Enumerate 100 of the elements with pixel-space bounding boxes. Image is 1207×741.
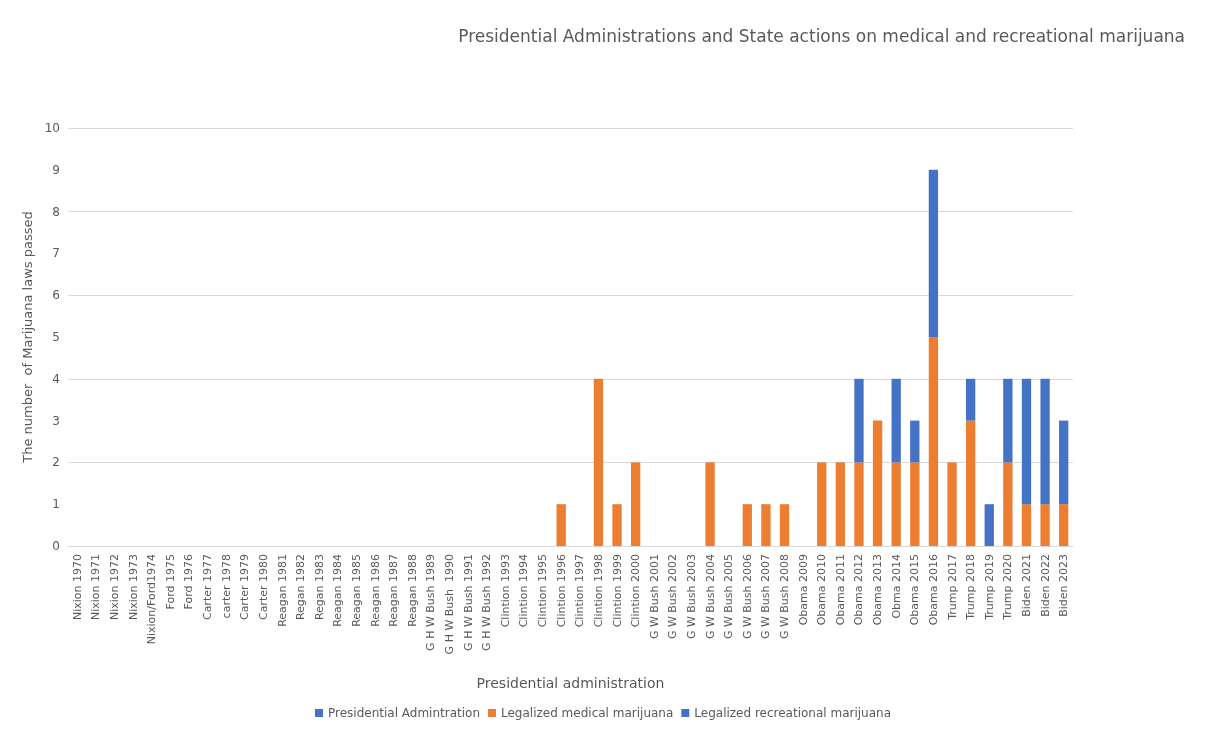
x-tick-label: Reagan 1988 — [405, 554, 419, 627]
bar — [965, 420, 976, 546]
x-tick-label: Carter 1977 — [201, 554, 215, 621]
x-tick-label: Biden 2023 — [1057, 554, 1071, 617]
y-tick-label: 8 — [52, 204, 60, 219]
y-tick-label: 1 — [52, 497, 60, 512]
bar — [928, 169, 939, 337]
x-tick-label: Obama 2009 — [796, 554, 810, 626]
y-tick-label: 7 — [52, 246, 60, 261]
bar — [817, 462, 827, 546]
x-tick-label: Clintion 1995 — [536, 554, 550, 628]
bar — [1021, 504, 1032, 546]
x-tick-label: Regan 1983 — [312, 554, 326, 621]
bar — [910, 462, 920, 546]
bar — [1003, 462, 1013, 546]
x-tick-label: Obama 2012 — [852, 554, 866, 626]
bar — [1040, 378, 1050, 505]
x-tick-label: Ford 1976 — [182, 554, 196, 610]
x-tick-label: Nixion/Ford1974 — [145, 554, 159, 645]
x-tick-label: Clintion 2000 — [629, 554, 643, 628]
x-tick-label: Carter 1979 — [238, 554, 252, 621]
bar — [854, 462, 864, 546]
bar — [630, 462, 641, 546]
x-tick-label: G H W Bush 1992 — [480, 554, 494, 651]
x-tick-label: Obama 2016 — [926, 554, 940, 626]
bar — [742, 504, 752, 546]
bar — [984, 504, 994, 546]
x-tick-label: Ford 1975 — [163, 554, 177, 610]
bar — [872, 420, 883, 546]
x-tick-label: Clintion 1997 — [573, 554, 587, 628]
x-tick-label: G H W Bush 1990 — [443, 554, 457, 655]
bar — [612, 504, 622, 546]
y-tick-label: 9 — [52, 162, 60, 177]
x-tick-label: Carter 1980 — [256, 554, 270, 621]
x-tick-label: Obama 2015 — [908, 554, 922, 626]
x-tick-label: Nixion 1972 — [108, 554, 122, 621]
y-tick-label: 5 — [52, 330, 60, 344]
x-tick-label: G W Bush 2005 — [722, 554, 736, 640]
x-tick-label: Clintion 1999 — [610, 554, 624, 628]
x-tick-label: G W Bush 2007 — [759, 554, 773, 640]
bar — [947, 462, 957, 546]
x-tick-label: Obma 2014 — [889, 554, 903, 619]
bar — [965, 378, 976, 421]
x-tick-label: Reagan 1981 — [275, 554, 289, 627]
x-tick-label: Obama 2010 — [815, 554, 829, 626]
y-tick-label: 0 — [52, 539, 60, 553]
bar — [1059, 504, 1069, 546]
y-tick-label: 2 — [52, 455, 60, 470]
bar — [928, 337, 939, 546]
legend-label: Presidential Admintration — [327, 706, 481, 720]
x-tick-label: Trump 2019 — [982, 554, 996, 621]
x-tick-label: Clintion 1996 — [554, 554, 568, 628]
x-tick-label: G W Bush 2002 — [666, 554, 680, 640]
bar — [1003, 378, 1013, 463]
legend-label: Legalized recreational marijuana — [694, 706, 892, 720]
x-tick-label: G W Bush 2004 — [703, 554, 717, 640]
x-tick-label: Trump 2018 — [964, 554, 978, 621]
x-tick-label: Reagan 1987 — [387, 554, 401, 627]
y-tick-label: 6 — [52, 288, 60, 303]
x-tick-label: Clintion 1994 — [517, 554, 531, 628]
x-tick-label: Trump 2020 — [1001, 554, 1015, 621]
y-axis-title: The number of Marijuana laws passed — [19, 211, 35, 464]
bar — [705, 462, 715, 546]
y-tick-label: 10 — [44, 121, 60, 135]
bar — [593, 378, 604, 546]
x-tick-label: G H W Bush 1989 — [424, 554, 438, 651]
x-tick-label: Obama 2011 — [833, 554, 847, 626]
bar — [910, 420, 920, 463]
x-tick-label: G H W Bush 1991 — [461, 554, 475, 651]
bar — [1021, 378, 1032, 505]
bar — [891, 462, 901, 546]
chart-title: Presidential Administrations and State actions on medical and recreational marijuana — [458, 25, 1185, 46]
x-tick-label: Reagan 1984 — [331, 554, 345, 627]
bar — [835, 462, 846, 546]
bar — [779, 504, 790, 546]
bar — [891, 378, 901, 463]
x-tick-label: G W Bush 2001 — [647, 554, 661, 640]
legend-label: Legalized medical marijuana — [501, 706, 674, 720]
x-tick-label: Clintion 1998 — [591, 554, 605, 628]
x-tick-label: Biden 2022 — [1038, 554, 1052, 617]
bar — [1040, 504, 1050, 546]
x-tick-label: Clintion 1993 — [498, 554, 512, 628]
x-tick-label: G W Bush 2003 — [684, 554, 698, 640]
x-tick-label: Trump 2017 — [945, 554, 959, 621]
x-tick-label: Reagan 1986 — [368, 554, 382, 627]
bar — [556, 504, 566, 546]
x-tick-label: carter 1978 — [219, 554, 233, 619]
x-axis-title: Presidential administration — [476, 675, 665, 691]
x-tick-label: Nixion 1970 — [70, 554, 84, 621]
x-tick-label: Nixion 1973 — [126, 554, 140, 621]
x-tick-label: G W Bush 2008 — [778, 554, 792, 640]
y-tick-label: 3 — [52, 413, 60, 428]
x-tick-label: Nixion 1971 — [89, 554, 103, 621]
bar — [1059, 420, 1069, 505]
bar — [854, 378, 864, 463]
x-tick-label: G W Bush 2006 — [740, 554, 754, 640]
x-tick-label: Obama 2013 — [871, 554, 885, 626]
y-tick-label: 4 — [52, 371, 60, 386]
bar — [761, 504, 771, 546]
x-tick-label: Regan 1982 — [294, 554, 308, 621]
